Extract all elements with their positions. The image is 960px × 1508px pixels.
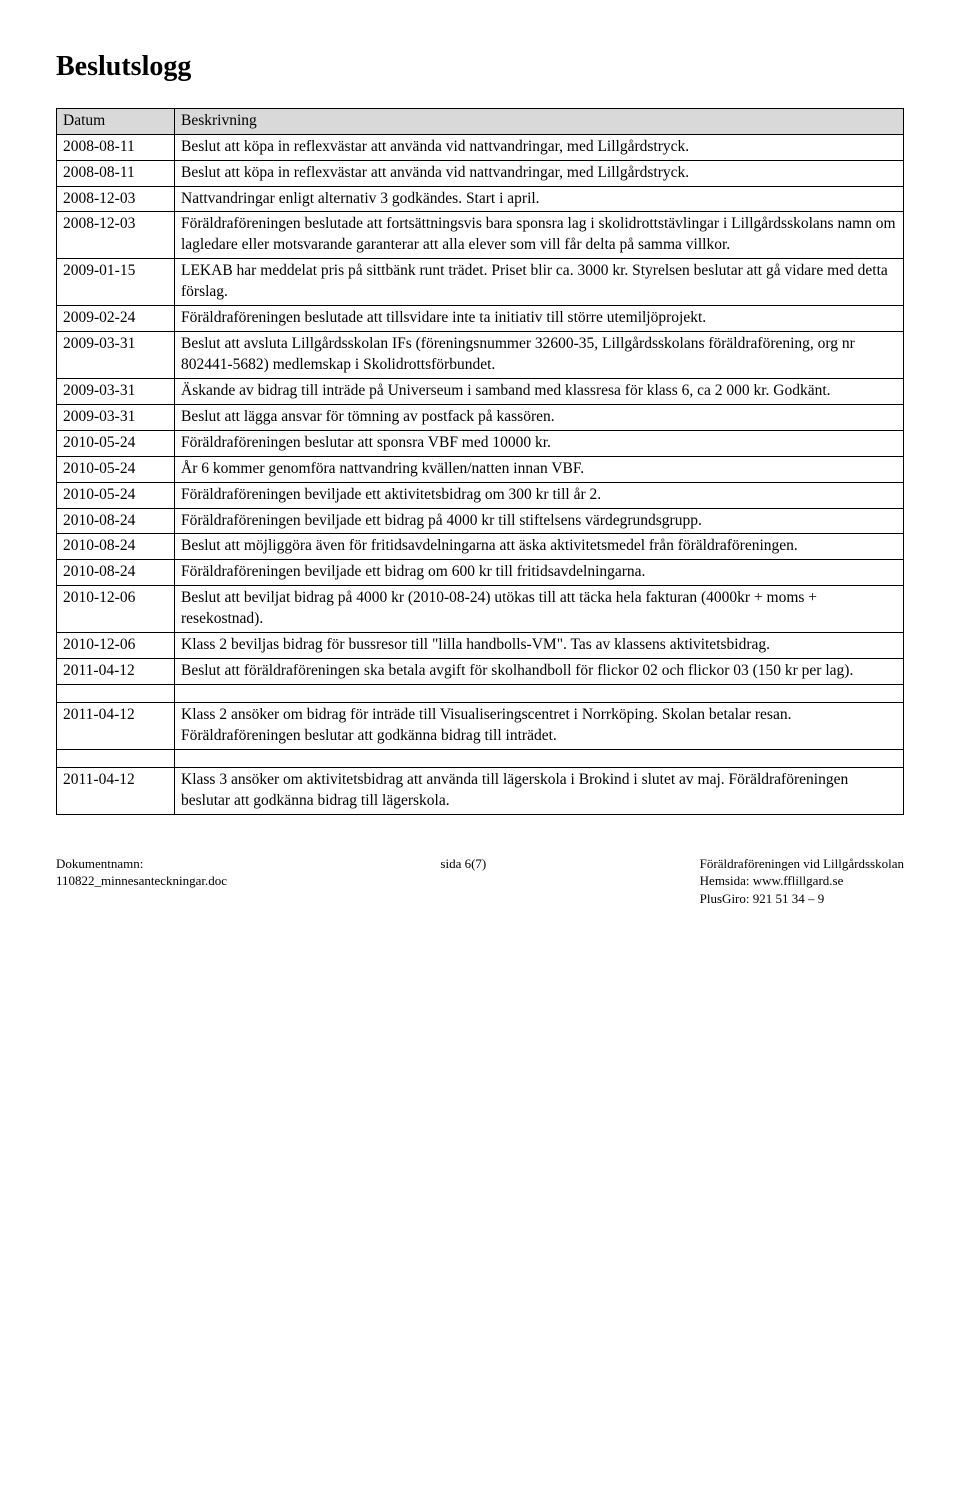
- table-row: 2011-04-12Klass 3 ansöker om aktivitetsb…: [57, 767, 904, 814]
- cell-date: 2010-12-06: [57, 586, 175, 633]
- cell-desc: Föräldraföreningen beviljade ett bidrag …: [175, 508, 904, 534]
- cell-date: 2008-12-03: [57, 212, 175, 259]
- cell-date: 2008-12-03: [57, 186, 175, 212]
- cell-date: 2010-08-24: [57, 534, 175, 560]
- cell-desc: Beslut att avsluta Lillgårdsskolan IFs (…: [175, 332, 904, 379]
- table-row: 2009-03-31Beslut att avsluta Lillgårdssk…: [57, 332, 904, 379]
- cell-desc: Beslut att köpa in reflexvästar att anvä…: [175, 160, 904, 186]
- table-row: 2011-04-12Klass 2 ansöker om bidrag för …: [57, 703, 904, 750]
- cell-date: 2011-04-12: [57, 703, 175, 750]
- table-row: 2010-05-24Föräldraföreningen beviljade e…: [57, 482, 904, 508]
- table-row: 2010-08-24Föräldraföreningen beviljade e…: [57, 560, 904, 586]
- table-row: 2009-01-15LEKAB har meddelat pris på sit…: [57, 259, 904, 306]
- cell-date: 2010-05-24: [57, 482, 175, 508]
- cell-date: 2008-08-11: [57, 134, 175, 160]
- cell-desc: Nattvandringar enligt alternativ 3 godkä…: [175, 186, 904, 212]
- col-header-date: Datum: [57, 108, 175, 134]
- cell-desc: Beslut att köpa in reflexvästar att anvä…: [175, 134, 904, 160]
- cell-date: 2010-12-06: [57, 633, 175, 659]
- table-row: 2008-08-11Beslut att köpa in reflexvästa…: [57, 134, 904, 160]
- cell-desc: Klass 2 ansöker om bidrag för inträde ti…: [175, 703, 904, 750]
- footer-mid: sida 6(7): [440, 855, 486, 908]
- cell-date: 2010-05-24: [57, 456, 175, 482]
- cell-date: 2010-08-24: [57, 508, 175, 534]
- table-row: 2010-08-24Föräldraföreningen beviljade e…: [57, 508, 904, 534]
- cell-desc: År 6 kommer genomföra nattvandring kväll…: [175, 456, 904, 482]
- table-row: 2010-08-24Beslut att möjliggöra även för…: [57, 534, 904, 560]
- cell-date: 2011-04-12: [57, 767, 175, 814]
- cell-desc: Klass 3 ansöker om aktivitetsbidrag att …: [175, 767, 904, 814]
- cell-desc: Föräldraföreningen beslutade att tillsvi…: [175, 306, 904, 332]
- cell-date: 2010-08-24: [57, 560, 175, 586]
- cell-desc: LEKAB har meddelat pris på sittbänk runt…: [175, 259, 904, 306]
- cell-date: 2010-05-24: [57, 430, 175, 456]
- cell-desc: Föräldraföreningen beviljade ett aktivit…: [175, 482, 904, 508]
- cell-date: 2009-03-31: [57, 332, 175, 379]
- footer-left: Dokumentnamn: 110822_minnesanteckningar.…: [56, 855, 227, 908]
- footer-right: Föräldraföreningen vid Lillgårdsskolan H…: [700, 855, 904, 908]
- cell-date: 2008-08-11: [57, 160, 175, 186]
- cell-date: 2009-03-31: [57, 378, 175, 404]
- table-gap-row: [57, 749, 904, 767]
- table-row: 2011-04-12Beslut att föräldraföreningen …: [57, 659, 904, 685]
- cell-desc: Föräldraföreningen beslutade att fortsät…: [175, 212, 904, 259]
- table-row: 2010-12-06Klass 2 beviljas bidrag för bu…: [57, 633, 904, 659]
- table-row: 2008-12-03Nattvandringar enligt alternat…: [57, 186, 904, 212]
- table-row: 2010-05-24År 6 kommer genomföra nattvand…: [57, 456, 904, 482]
- page-footer: Dokumentnamn: 110822_minnesanteckningar.…: [56, 855, 904, 908]
- cell-date: 2011-04-12: [57, 659, 175, 685]
- table-row: 2009-03-31Beslut att lägga ansvar för tö…: [57, 404, 904, 430]
- cell-date: 2009-01-15: [57, 259, 175, 306]
- table-row: 2009-02-24Föräldraföreningen beslutade a…: [57, 306, 904, 332]
- table-row: 2010-12-06Beslut att beviljat bidrag på …: [57, 586, 904, 633]
- cell-desc: Föräldraföreningen beslutar att sponsra …: [175, 430, 904, 456]
- cell-desc: Beslut att beviljat bidrag på 4000 kr (2…: [175, 586, 904, 633]
- cell-desc: Äskande av bidrag till inträde på Univer…: [175, 378, 904, 404]
- cell-desc: Beslut att möjliggöra även för fritidsav…: [175, 534, 904, 560]
- cell-desc: Beslut att lägga ansvar för tömning av p…: [175, 404, 904, 430]
- cell-desc: Klass 2 beviljas bidrag för bussresor ti…: [175, 633, 904, 659]
- cell-date: 2009-03-31: [57, 404, 175, 430]
- decisions-table: Datum Beskrivning 2008-08-11Beslut att k…: [56, 108, 904, 815]
- cell-desc: Föräldraföreningen beviljade ett bidrag …: [175, 560, 904, 586]
- page-title: Beslutslogg: [56, 48, 904, 86]
- table-row: 2008-08-11Beslut att köpa in reflexvästa…: [57, 160, 904, 186]
- table-row: 2010-05-24Föräldraföreningen beslutar at…: [57, 430, 904, 456]
- table-row: 2008-12-03Föräldraföreningen beslutade a…: [57, 212, 904, 259]
- cell-date: 2009-02-24: [57, 306, 175, 332]
- table-row: 2009-03-31Äskande av bidrag till inträde…: [57, 378, 904, 404]
- col-header-desc: Beskrivning: [175, 108, 904, 134]
- cell-desc: Beslut att föräldraföreningen ska betala…: [175, 659, 904, 685]
- table-gap-row: [57, 685, 904, 703]
